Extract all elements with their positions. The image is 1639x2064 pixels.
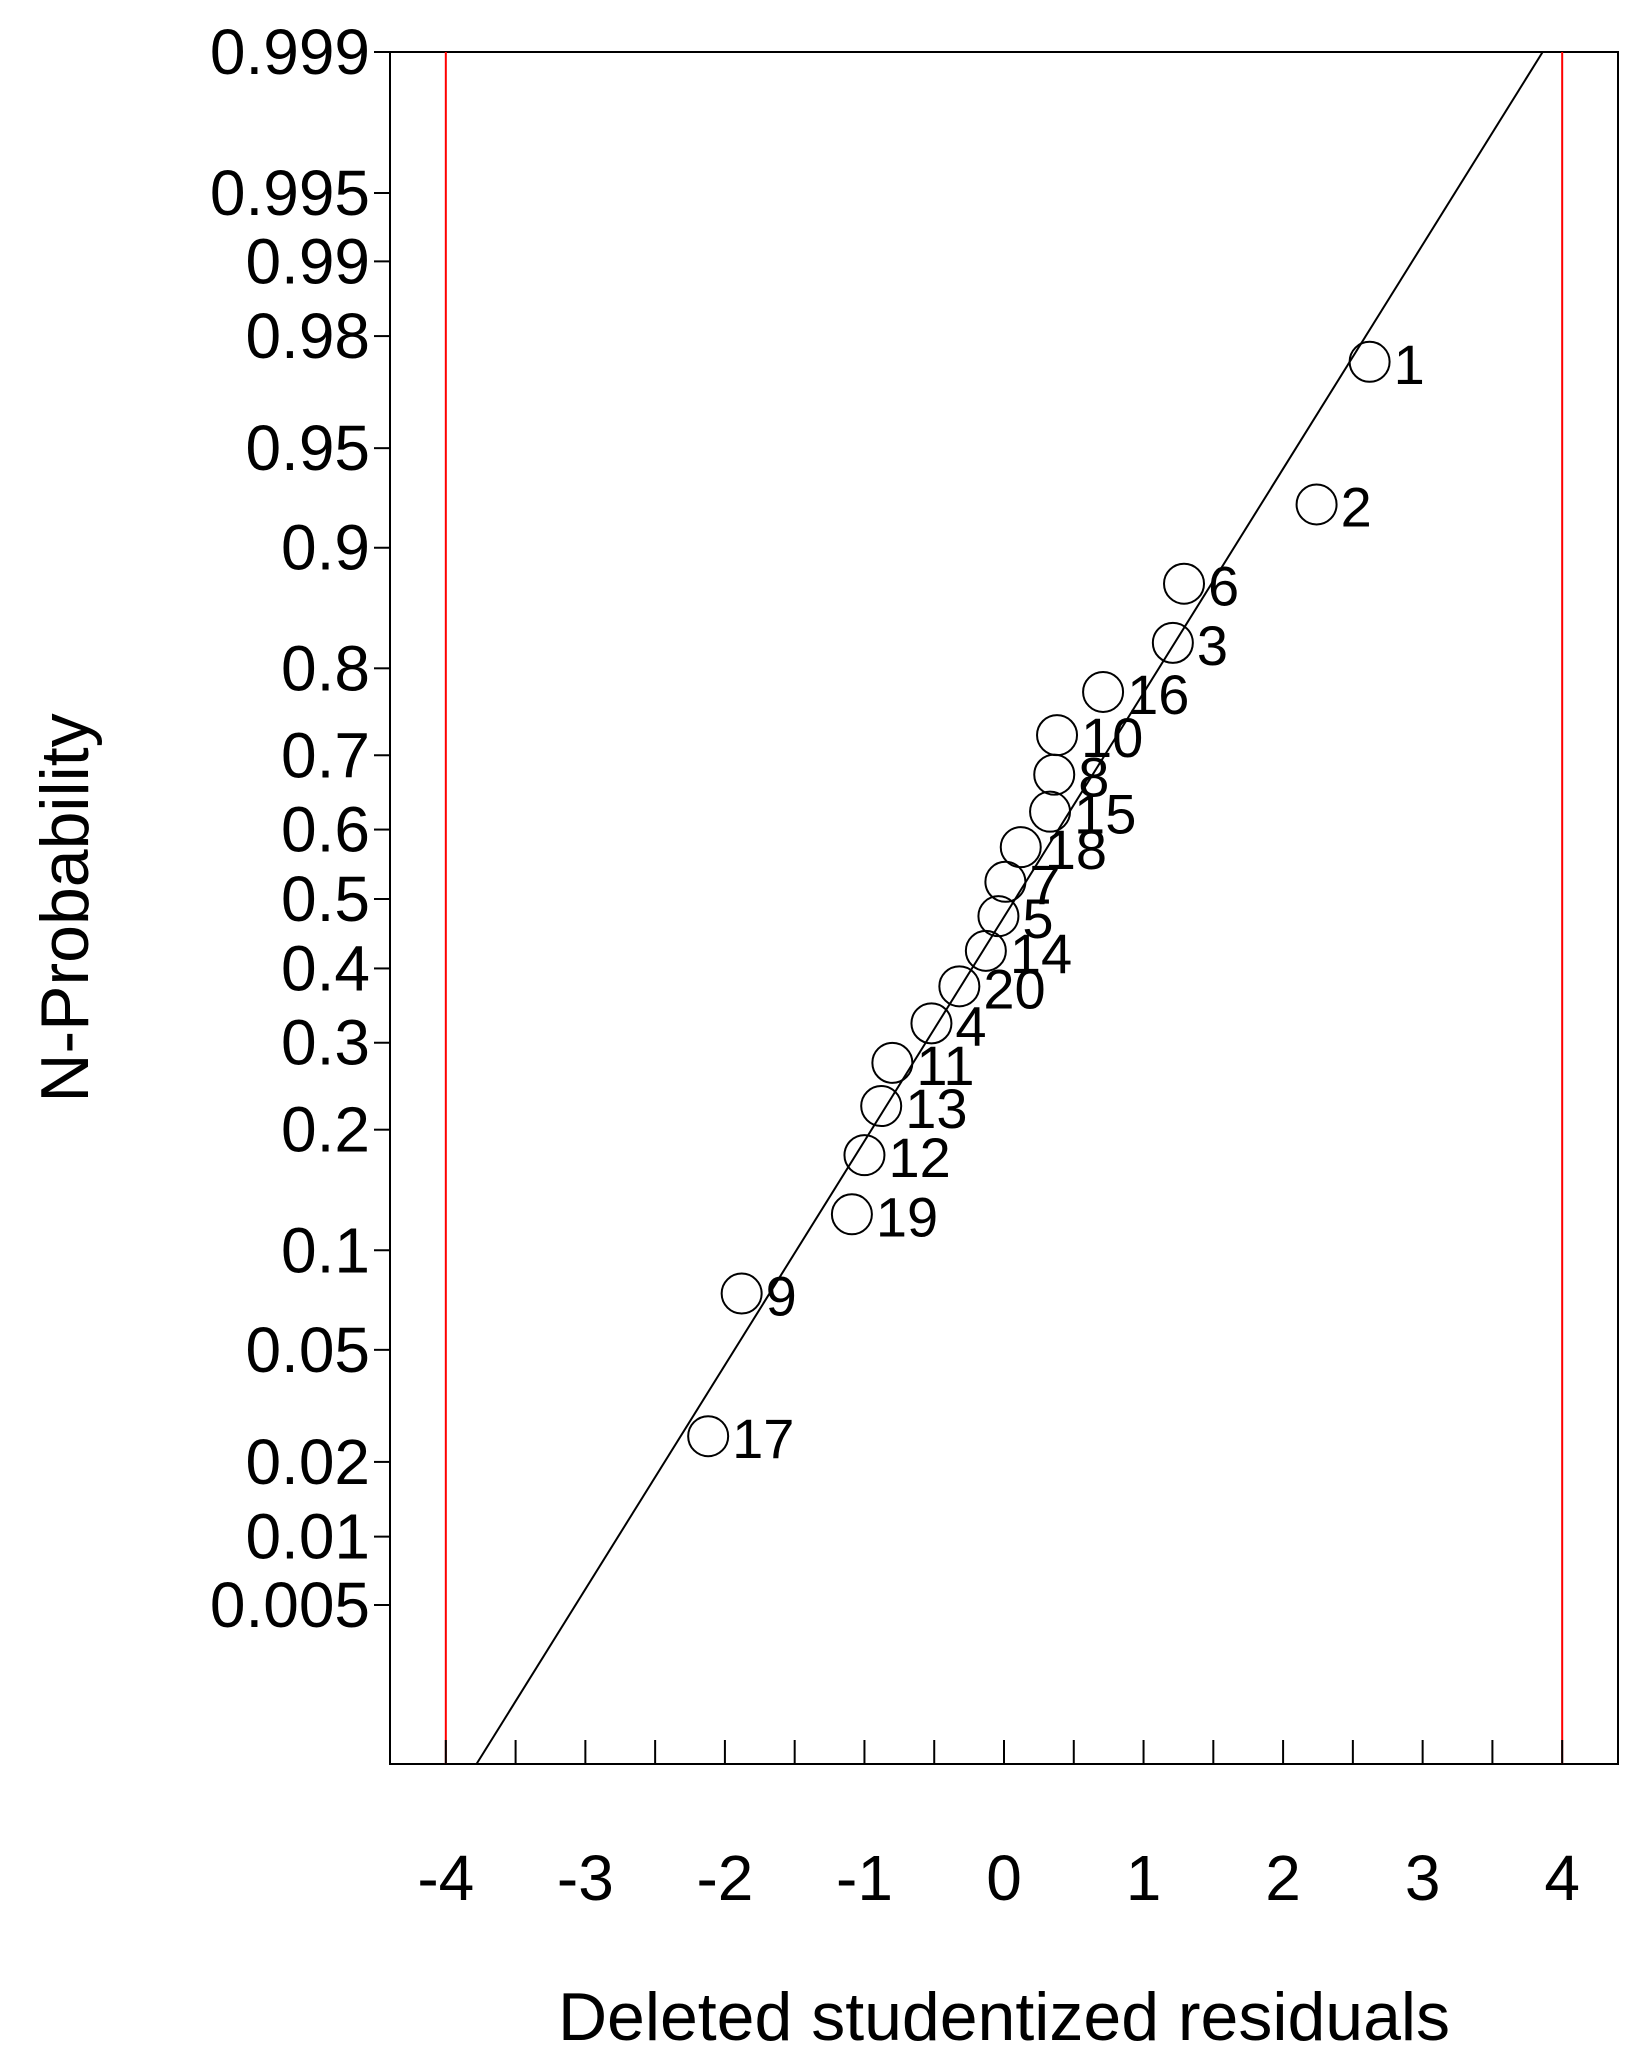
data-point-marker <box>1348 340 1391 383</box>
data-point-marker <box>1029 790 1072 833</box>
y-tick-label: 0.7 <box>281 719 370 791</box>
data-point-label: 5 <box>1022 887 1053 950</box>
data-point-marker <box>938 965 981 1008</box>
x-tick-label: -2 <box>696 1842 753 1914</box>
data-point-label: 10 <box>1081 706 1143 769</box>
x-axis-ticks: -4 -3 -2 -1 0 1 2 3 4 <box>417 1740 1580 1914</box>
y-tick-label: 0.995 <box>210 157 370 229</box>
data-point-marker <box>720 1272 763 1315</box>
data-point-label: 14 <box>1010 922 1072 985</box>
x-tick-label: -1 <box>836 1842 893 1914</box>
data-point-label: 16 <box>1127 663 1189 726</box>
y-tick-label: 0.999 <box>210 16 370 88</box>
x-tick-label: -4 <box>417 1842 474 1914</box>
y-tick-label: 0.01 <box>245 1501 370 1573</box>
data-point-marker <box>871 1041 914 1084</box>
x-axis-title: Deleted studentized residuals <box>558 1979 1450 2055</box>
fit-line-group <box>475 51 1544 1765</box>
data-point-marker <box>910 1002 953 1045</box>
data-point-marker <box>984 860 1027 903</box>
data-point-label: 9 <box>766 1265 797 1328</box>
data-point-label: 15 <box>1074 783 1136 846</box>
data-point-label: 6 <box>1208 555 1239 618</box>
x-tick-label: 1 <box>1126 1842 1162 1914</box>
data-point-label: 2 <box>1341 475 1372 538</box>
y-tick-label: 0.5 <box>281 863 370 935</box>
data-point-label: 19 <box>876 1185 938 1248</box>
y-tick-label: 0.9 <box>281 512 370 584</box>
y-tick-label: 0.98 <box>245 300 370 372</box>
y-tick-label: 0.005 <box>210 1569 370 1641</box>
x-tick-label: 3 <box>1405 1842 1441 1914</box>
data-point-marker <box>1033 753 1076 796</box>
data-point-marker <box>999 826 1042 869</box>
data-point-marker <box>964 929 1007 972</box>
y-tick-label: 0.4 <box>281 932 370 1004</box>
data-point-label: 12 <box>888 1126 950 1189</box>
data-point-label: 17 <box>732 1407 794 1470</box>
y-tick-label: 0.6 <box>281 794 370 866</box>
data-point-marker <box>1151 621 1194 664</box>
y-axis-title: N-Probability <box>27 713 103 1102</box>
y-tick-label: 0.02 <box>245 1426 370 1498</box>
x-tick-label: 0 <box>986 1842 1022 1914</box>
data-point-label: 7 <box>1029 853 1060 916</box>
y-tick-label: 0.1 <box>281 1214 370 1286</box>
data-point-marker <box>687 1415 730 1458</box>
data-point-label: 18 <box>1045 818 1107 881</box>
fit-line <box>475 51 1544 1765</box>
y-tick-label: 0.95 <box>245 412 370 484</box>
y-tick-label: 0.99 <box>245 225 370 297</box>
y-tick-label: 0.05 <box>245 1314 370 1386</box>
data-point-label: 13 <box>905 1077 967 1140</box>
y-tick-label: 0.2 <box>281 1094 370 1166</box>
data-point-label: 1 <box>1394 333 1425 396</box>
x-tick-label: 2 <box>1265 1842 1301 1914</box>
data-point-label: 4 <box>955 994 986 1057</box>
data-point-marker <box>830 1193 873 1236</box>
x-tick-label: -3 <box>557 1842 614 1914</box>
data-point-label: 11 <box>916 1034 974 1097</box>
data-point-marker <box>843 1134 886 1177</box>
data-point-label: 8 <box>1078 746 1109 809</box>
y-tick-label: 0.8 <box>281 632 370 704</box>
data-point-marker <box>1163 562 1206 605</box>
data-point-marker <box>860 1085 903 1128</box>
data-point-label: 20 <box>983 957 1045 1020</box>
data-point-marker <box>1082 670 1125 713</box>
data-point-marker <box>1295 483 1338 526</box>
data-point-label: 3 <box>1197 614 1228 677</box>
y-tick-label: 0.3 <box>281 1007 370 1079</box>
limit-lines <box>444 52 1564 1764</box>
x-tick-label: 4 <box>1544 1842 1580 1914</box>
